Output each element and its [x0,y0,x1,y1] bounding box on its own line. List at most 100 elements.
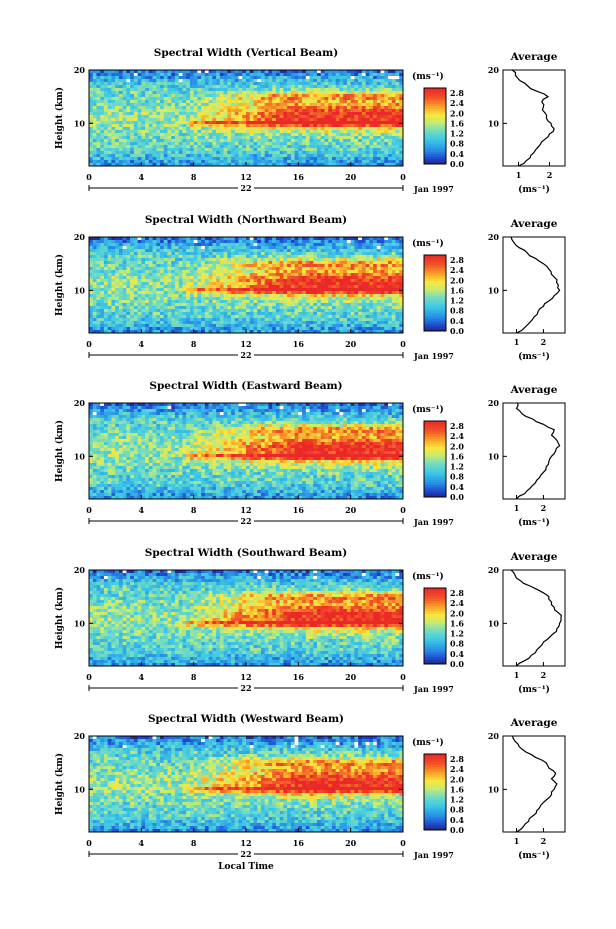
heatmap-cell [201,154,206,158]
heatmap-cell [223,252,228,256]
heatmap-cell [219,100,224,104]
heatmap-cell [96,109,101,113]
heatmap-cell [305,276,310,280]
heatmap-cell [391,246,396,250]
heatmap-cell [324,142,329,146]
heatmap-cell [320,82,325,86]
heatmap-cell [174,279,180,283]
heatmap-cell [369,312,374,316]
heatmap-cell [373,282,378,286]
heatmap-cell [369,243,374,247]
heatmap-cell [231,97,236,101]
heatmap-cell [298,264,303,268]
heatmap-cell [219,124,224,128]
heatmap-cell [395,249,400,253]
heatmap-cell [174,309,180,313]
heatmap-cell [92,297,97,301]
heatmap-cell [249,115,254,119]
heatmap-cell [272,118,277,122]
heatmap-cell [148,136,153,140]
heatmap-cell [391,133,396,137]
heatmap-cell [395,94,400,98]
heatmap-cell [302,127,307,131]
heatmap-cell [395,303,400,307]
heatmap-cell [249,133,254,137]
heatmap-cell [141,282,146,286]
heatmap-cell [242,300,247,304]
heatmap-cell [100,157,105,161]
heatmap-cell [126,91,131,95]
heatmap-cell [388,246,393,250]
heatmap-cell [107,276,112,280]
heatmap-cell [103,145,108,149]
heatmap-cell [103,70,108,74]
heatmap-cell [227,243,232,247]
heatmap-cell [238,279,243,283]
heatmap-cell [309,124,314,128]
heatmap-cell [317,157,322,161]
heatmap-cell [100,309,105,313]
heatmap-cell [339,240,344,244]
heatmap-cell [305,267,310,271]
colorbar-swatch [424,128,446,132]
heatmap-cell [208,124,213,128]
heatmap-cell [111,270,116,274]
heatmap-cell [253,103,258,107]
heatmap-cell [246,240,251,244]
heatmap-cell [328,273,333,277]
heatmap-cell [279,97,284,101]
heatmap-cell [257,306,262,310]
heatmap-cell [320,94,325,98]
heatmap-cell [103,103,108,107]
heatmap-cell [275,133,280,137]
heatmap-cell [294,252,299,256]
heatmap-cell [335,127,340,131]
heatmap-cell [189,240,194,244]
heatmap-cell [399,79,404,83]
heatmap-cell [369,151,374,155]
heatmap-cell [197,297,202,301]
heatmap-cell [216,73,221,77]
heatmap-cell [189,145,194,149]
heatmap-cell [395,258,400,262]
heatmap-cell [223,306,228,310]
heatmap-cell [361,282,366,286]
heatmap-cell [365,255,370,259]
heatmap-cell [216,246,221,250]
heatmap-cell [328,127,333,131]
heatmap-cell [182,154,187,158]
heatmap-cell [279,112,284,116]
heatmap-cell [260,91,265,95]
heatmap-cell [275,142,280,146]
heatmap-cell [201,291,206,295]
heatmap-cell [152,258,157,262]
heatmap-cell [320,291,325,295]
heatmap-cell [268,237,273,241]
heatmap-cell [264,303,269,307]
heatmap-cell [264,264,269,268]
heatmap-cell [92,160,97,164]
heatmap-cell [160,94,165,98]
heatmap-cell [309,73,314,77]
heatmap-cell [167,285,172,289]
heatmap-cell [148,76,153,80]
heatmap-cell [219,297,224,301]
colorbar-swatch [424,131,446,134]
heatmap-cell [212,145,217,149]
heatmap-cell [223,88,228,92]
heatmap-cell [89,273,94,277]
heatmap-cell [107,70,112,74]
heatmap-cell [156,73,161,77]
heatmap-cell [290,279,295,283]
heatmap-cell [96,151,101,155]
heatmap-cell [305,249,310,253]
heatmap-cell [234,300,239,304]
heatmap-cell [171,124,176,128]
heatmap-cell [178,276,183,280]
heatmap-cell [145,154,150,158]
heatmap-cell [320,276,325,280]
heatmap-cell [268,118,273,122]
heatmap-cell [361,121,366,125]
heatmap-cell [148,148,153,152]
heatmap-cell [294,145,299,149]
